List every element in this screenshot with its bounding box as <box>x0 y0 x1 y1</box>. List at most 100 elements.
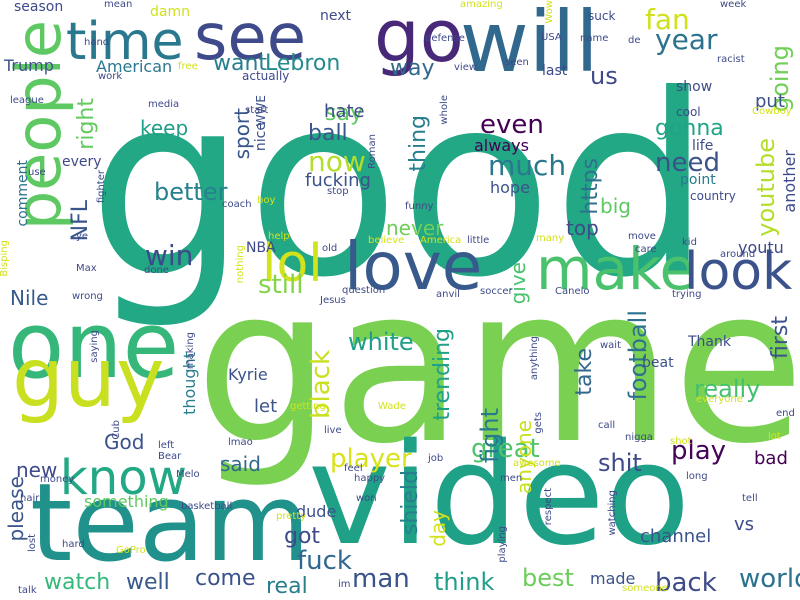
word-last: last <box>542 63 568 79</box>
word-around: around <box>720 249 756 260</box>
word-watching: watching <box>607 490 618 536</box>
word-better: better <box>154 178 228 206</box>
word-shield: shield <box>398 470 423 536</box>
word-nile: Nile <box>10 286 49 310</box>
word-bad: bad <box>754 448 788 469</box>
word-something: something <box>84 492 169 511</box>
word-funny: funny <box>405 201 434 212</box>
word-put: put <box>755 91 785 112</box>
word-kid: kid <box>682 237 697 248</box>
word-lot: lot <box>768 431 781 442</box>
word-first: first <box>768 316 793 359</box>
word-even: even <box>480 110 544 140</box>
word-well: well <box>126 570 170 595</box>
word-another: another <box>780 150 799 213</box>
word-american: American <box>96 57 173 76</box>
word-playing: playing <box>497 526 508 563</box>
word-ye: ye <box>76 231 89 242</box>
word-fan: fan <box>645 3 690 36</box>
word-lmao: lmao <box>228 437 253 448</box>
word-real: real <box>266 574 308 599</box>
word-guy: guy <box>12 331 165 426</box>
word-hard: hard <box>62 539 85 550</box>
word-job: job <box>428 453 444 464</box>
word-trending: trending <box>430 328 455 421</box>
word-cub: Cub <box>111 420 122 440</box>
word-wait: wait <box>600 340 622 351</box>
word-god: God <box>104 430 145 454</box>
word-hope: hope <box>490 178 530 197</box>
word-america: America <box>420 235 462 246</box>
word-big: big <box>600 194 631 218</box>
word-day: day <box>426 510 450 547</box>
word-play: play <box>671 436 727 466</box>
word-world: world <box>739 564 800 594</box>
word-us: us <box>590 62 618 90</box>
word-take: take <box>572 348 597 396</box>
word-look: look <box>684 242 793 302</box>
word-now: now <box>308 145 366 178</box>
word-fight: fight <box>476 408 504 463</box>
word-damn: damn <box>150 4 190 20</box>
word-good: good <box>88 41 712 332</box>
word-getting: getting <box>290 401 326 412</box>
word-white: white <box>348 328 414 356</box>
word-watch: watch <box>44 570 111 595</box>
word-seen: seen <box>505 57 529 68</box>
word-many: many <box>536 233 565 244</box>
word-done: done <box>144 265 169 276</box>
word-lost: lost <box>27 534 38 553</box>
word-video: video <box>308 414 691 577</box>
word-end: end <box>776 408 795 419</box>
word-work: work <box>98 71 123 82</box>
word-beat: beat <box>642 355 674 371</box>
word-back: back <box>655 568 717 598</box>
word-come: come <box>195 566 256 591</box>
word-country: country <box>690 189 736 203</box>
word-de: de <box>628 35 641 46</box>
word-anything: anything <box>529 336 540 381</box>
word-hand: hand <box>84 37 110 48</box>
word-canelo: Canelo <box>555 286 590 297</box>
word-believe: believe <box>368 235 405 246</box>
word-https: https <box>578 158 603 215</box>
word-dude: dude <box>296 502 337 521</box>
word-free: free <box>178 61 198 72</box>
word-wow: Wow <box>544 0 555 24</box>
word-nothing: nothing <box>235 245 246 284</box>
word-making: making <box>185 332 196 370</box>
word-cowboy: Cowboy <box>752 106 792 117</box>
word-call: call <box>598 420 616 431</box>
word-fucking: fucking <box>305 170 371 191</box>
word-gopro: GoPro <box>116 545 146 556</box>
word-next: next <box>320 8 352 24</box>
word-stop: stop <box>327 186 349 197</box>
word-happy: happy <box>354 473 386 484</box>
word-thing: thing <box>406 115 431 172</box>
word-life: life <box>692 138 714 154</box>
word-much: much <box>488 149 567 182</box>
word-mean: mean <box>104 0 133 10</box>
word-shit: shit <box>598 449 642 477</box>
word-ball: ball <box>308 121 348 146</box>
word-great: great <box>471 434 540 464</box>
word-awesome: awesome <box>513 458 561 469</box>
word-want: want <box>213 51 268 76</box>
word-give: give <box>506 262 530 305</box>
word-league: league <box>10 95 44 106</box>
word-right: right <box>74 98 99 150</box>
word-game: game <box>195 240 800 491</box>
word-men: men <box>500 473 523 484</box>
word-hair: hair <box>20 493 40 504</box>
word-really: really <box>694 375 761 403</box>
word-time: time <box>66 12 184 72</box>
word-max: Max <box>76 263 97 274</box>
word-someone: someone <box>622 583 668 594</box>
word-way: way <box>390 56 435 81</box>
word-kyrie: Kyrie <box>228 365 268 384</box>
word-amazing: amazing <box>460 0 503 10</box>
word-pretty: pretty <box>276 511 307 522</box>
word-view: view <box>454 62 478 73</box>
word-year: year <box>655 23 718 56</box>
